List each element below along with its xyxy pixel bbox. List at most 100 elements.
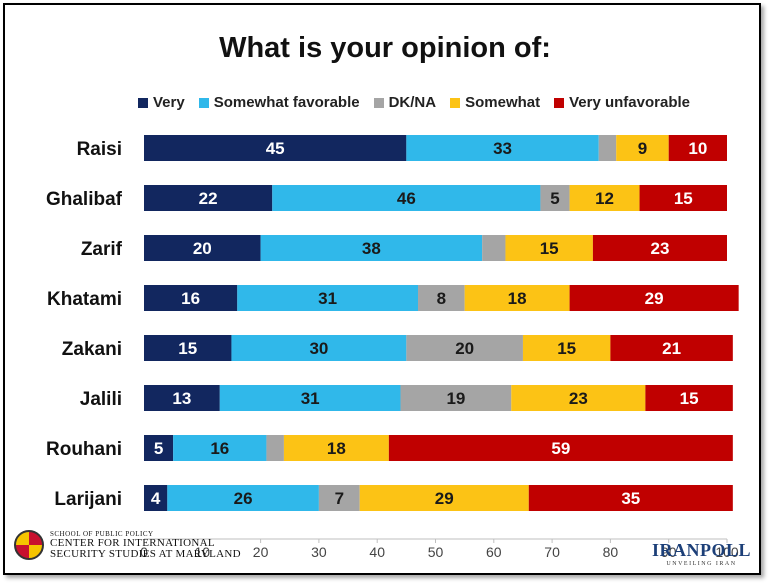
bar-ghalibaf-somewhat	[569, 185, 640, 211]
bar-raisi-very-unfavorable	[668, 135, 727, 161]
legend-item-very: Very	[138, 94, 185, 111]
x-tick-label-20: 20	[253, 544, 269, 560]
legend-item-very-unfavorable: Very unfavorable	[554, 94, 690, 111]
data-label-rouhani-somewhat-favorable: 16	[210, 439, 229, 458]
category-label-zakani: Zakani	[62, 339, 122, 360]
bar-zakani-very	[144, 335, 232, 361]
x-tick-label-40: 40	[369, 544, 385, 560]
legend-item-somewhat: Somewhat	[450, 94, 540, 111]
data-label-larijani-very: 4	[151, 489, 161, 508]
bar-raisi-somewhat-favorable	[406, 135, 599, 161]
x-tick-label-90: 90	[661, 544, 677, 560]
bar-rouhani-somewhat	[283, 435, 389, 461]
bar-zarif-somewhat-favorable	[260, 235, 483, 261]
data-label-zakani-dk-na: 20	[455, 339, 474, 358]
x-tick-label-70: 70	[544, 544, 560, 560]
iranpoll-logo: IRANPOLL UNVEILING IRAN	[652, 540, 751, 567]
bar-jalili-very	[144, 385, 220, 411]
bar-ghalibaf-somewhat-favorable	[272, 185, 541, 211]
bar-zarif-very	[144, 235, 261, 261]
bar-jalili-very-unfavorable	[645, 385, 733, 411]
data-label-khatami-very: 16	[181, 289, 200, 308]
data-label-rouhani-very: 5	[154, 439, 163, 458]
data-label-larijani-somewhat: 29	[435, 489, 454, 508]
x-tick-label-0: 0	[140, 544, 148, 560]
data-label-raisi-somewhat-favorable: 33	[493, 139, 512, 158]
cissm-line-2: CENTER FOR INTERNATIONAL	[50, 536, 215, 549]
data-label-zakani-very-unfavorable: 21	[662, 339, 681, 358]
data-label-zarif-very-unfavorable: 23	[650, 239, 669, 258]
data-label-larijani-very-unfavorable: 35	[621, 489, 640, 508]
data-label-ghalibaf-very-unfavorable: 15	[674, 189, 693, 208]
data-label-zarif-very: 20	[193, 239, 212, 258]
category-label-khatami: Khatami	[47, 289, 122, 310]
legend-swatch-dk-na	[373, 97, 384, 108]
chart-title: What is your opinion of:	[219, 32, 551, 64]
data-label-ghalibaf-somewhat: 12	[595, 189, 614, 208]
data-label-zakani-very: 15	[178, 339, 197, 358]
bar-zarif-dk-na	[482, 235, 506, 261]
category-label-rouhani: Rouhani	[46, 439, 122, 460]
data-label-raisi-very-unfavorable: 10	[688, 139, 707, 158]
bar-raisi-dk-na	[598, 135, 617, 161]
data-label-jalili-dk-na: 19	[446, 389, 465, 408]
legend-label-somewhat: Somewhat	[465, 94, 541, 111]
x-tick-label-50: 50	[428, 544, 444, 560]
bar-rouhani-dk-na	[266, 435, 284, 461]
bar-khatami-somewhat	[464, 285, 570, 311]
category-label-jalili: Jalili	[80, 389, 122, 410]
bar-larijani-very	[144, 485, 168, 511]
data-label-larijani-somewhat-favorable: 26	[234, 489, 253, 508]
bar-larijani-dk-na	[318, 485, 360, 511]
university-seal-icon	[14, 530, 44, 560]
data-label-rouhani-very-unfavorable: 59	[551, 439, 570, 458]
data-label-khatami-dk-na: 8	[437, 289, 446, 308]
legend-label-dk-na: DK/NA	[388, 94, 437, 111]
legend-swatch-very	[138, 97, 148, 108]
data-label-raisi-somewhat: 9	[638, 139, 647, 158]
data-label-khatami-somewhat: 18	[508, 289, 527, 308]
data-label-ghalibaf-dk-na: 5	[550, 189, 559, 208]
data-label-zarif-somewhat: 15	[540, 239, 559, 258]
bar-rouhani-somewhat-favorable	[173, 435, 267, 461]
legend-swatch-somewhat	[450, 97, 461, 108]
bar-ghalibaf-dk-na	[540, 185, 570, 211]
bar-zakani-somewhat-favorable	[231, 335, 407, 361]
data-label-jalili-somewhat: 23	[569, 389, 588, 408]
cissm-line-3: SECURITY STUDIES AT MARYLAND	[50, 547, 241, 560]
data-label-larijani-dk-na: 7	[335, 489, 344, 508]
bar-larijani-somewhat	[359, 485, 529, 511]
iranpoll-wordmark: IRANPOLL	[652, 540, 752, 560]
bar-zarif-very-unfavorable	[592, 235, 727, 261]
category-label-raisi: Raisi	[77, 139, 122, 160]
bar-ghalibaf-very	[144, 185, 273, 211]
category-label-larijani: Larijani	[54, 489, 122, 510]
bar-rouhani-very-unfavorable	[388, 435, 733, 461]
data-label-khatami-somewhat-favorable: 31	[318, 289, 337, 308]
category-label-zarif: Zarif	[81, 239, 123, 260]
data-label-jalili-very: 13	[172, 389, 191, 408]
data-label-khatami-very-unfavorable: 29	[645, 289, 664, 308]
iranpoll-tagline: UNVEILING IRAN	[666, 561, 737, 567]
data-label-ghalibaf-somewhat-favorable: 46	[397, 189, 416, 208]
legend-item-somewhat-favorable: Somewhat favorable	[198, 94, 360, 111]
data-label-rouhani-somewhat: 18	[327, 439, 346, 458]
cissm-logo: SCHOOL OF PUBLIC POLICY CENTER FOR INTER…	[14, 530, 241, 560]
legend-label-very-unfavorable: Very unfavorable	[569, 94, 690, 111]
bar-ghalibaf-very-unfavorable	[639, 185, 727, 211]
x-tick-label-80: 80	[603, 544, 619, 560]
data-label-raisi-very: 45	[266, 139, 285, 158]
bar-khatami-very-unfavorable	[569, 285, 739, 311]
data-label-jalili-somewhat-favorable: 31	[301, 389, 320, 408]
bar-rouhani-very	[144, 435, 174, 461]
bar-zakani-somewhat	[522, 335, 611, 361]
bar-raisi-somewhat	[616, 135, 669, 161]
data-label-ghalibaf-very: 22	[199, 189, 218, 208]
legend-swatch-very-unfavorable	[554, 97, 565, 108]
bar-khatami-dk-na	[418, 285, 465, 311]
chart-legend: Very Somewhat favorable DK/NA Somewhat V…	[138, 94, 690, 111]
bar-khatami-somewhat-favorable	[237, 285, 419, 311]
legend-swatch-somewhat-favorable	[198, 97, 209, 108]
data-label-jalili-very-unfavorable: 15	[680, 389, 699, 408]
